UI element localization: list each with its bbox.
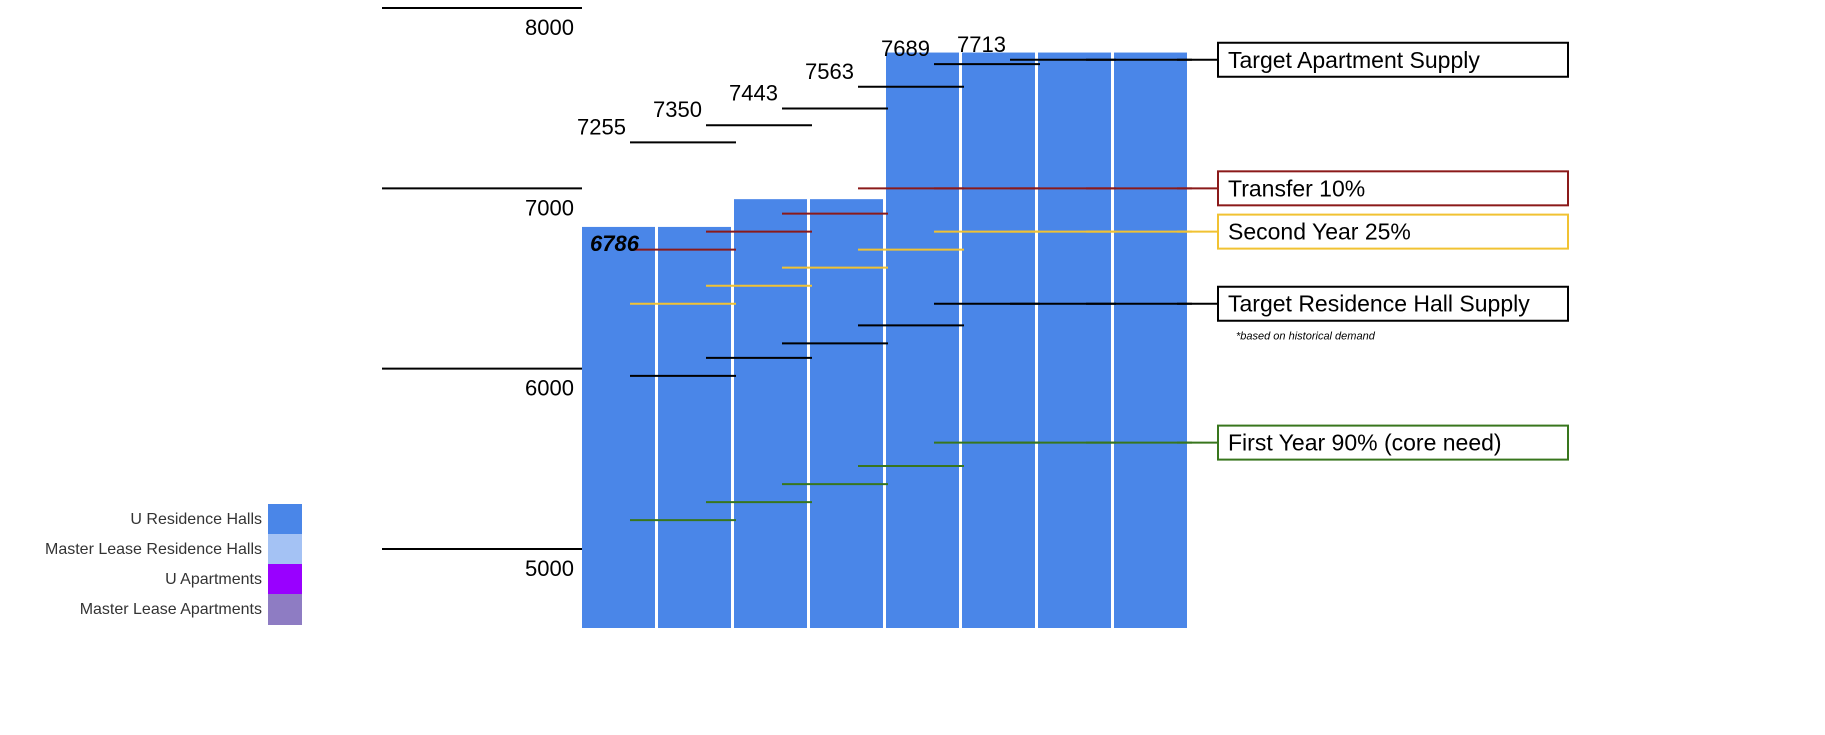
legend-label-0: U Residence Halls (130, 511, 262, 528)
ref-label-box-1 (1217, 170, 1569, 207)
y-gridlines (382, 7, 582, 550)
legend-label-2: U Apartments (165, 571, 262, 588)
ref-note-3: *based on historical demand (1236, 331, 1376, 343)
value-label-0: 6786 (590, 231, 640, 256)
value-labels: 6786 7255 7350 7443 7563 7689 7713 (577, 32, 1006, 256)
stacked-bars (582, 52, 1187, 629)
y-tick-label-6000: 6000 (525, 376, 574, 401)
y-tick-labels: 8000 7000 6000 5000 (525, 15, 574, 581)
reference-line-labels: Target Apartment Supply Transfer 10% Secon… (1217, 41, 1569, 461)
value-label-1: 7255 (577, 114, 626, 139)
y-tick-label-5000: 5000 (525, 556, 574, 581)
legend-swatch-3 (268, 594, 302, 625)
ref-label-box-0 (1217, 41, 1569, 78)
ref-label-box-4 (1217, 424, 1569, 461)
ref-label-1: Transfer 10% (1228, 175, 1365, 201)
legend-swatch-0 (268, 504, 302, 535)
bar-4-segment-0 (886, 52, 959, 628)
legend-label-3: Master Lease Apartments (80, 601, 262, 618)
bar-1-segment-0 (658, 226, 731, 628)
bar-2-segment-0 (734, 199, 807, 629)
ref-label-4: First Year 90% (core need) (1228, 430, 1502, 456)
reference-lines (630, 58, 1218, 522)
ref-label-0: Target Apartment Supply (1228, 47, 1480, 73)
legend-swatch-1 (268, 534, 302, 565)
value-label-5: 7689 (881, 36, 930, 61)
legend: U Residence Halls Master Lease Residence … (45, 504, 302, 625)
ref-label-2: Second Year 25% (1228, 219, 1411, 245)
value-label-4: 7563 (805, 59, 854, 84)
value-label-2: 7350 (653, 97, 702, 122)
bar-3-segment-0 (810, 199, 883, 629)
ref-label-box-3 (1217, 285, 1569, 322)
bar-7-segment-0 (1114, 52, 1187, 628)
ref-label-box-2 (1217, 213, 1569, 250)
bar-0-segment-0 (582, 226, 655, 628)
bar-5-segment-0 (962, 52, 1035, 628)
legend-label-1: Master Lease Residence Halls (45, 541, 262, 558)
value-label-3: 7443 (729, 80, 778, 105)
y-tick-label-8000: 8000 (525, 15, 574, 40)
legend-swatch-2 (268, 564, 302, 595)
value-label-6: 7713 (957, 32, 1006, 57)
y-tick-label-7000: 7000 (525, 195, 574, 220)
bar-6-segment-0 (1038, 52, 1111, 628)
ref-label-3: Target Residence Hall Supply (1228, 291, 1530, 317)
